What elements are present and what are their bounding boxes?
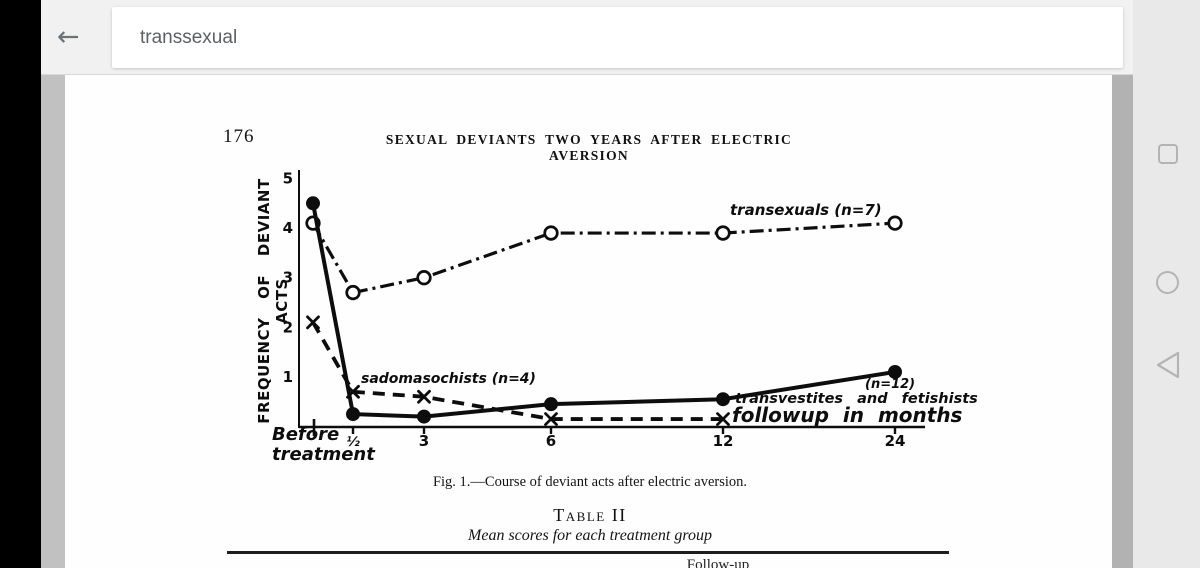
back-triangle-icon	[1156, 351, 1180, 379]
x-tick-label: 3	[419, 432, 429, 450]
x-marker	[716, 412, 730, 426]
filled-circle-marker	[346, 407, 360, 422]
y-tick-label: 3	[283, 269, 293, 287]
series-label-transexuals: transexuals (n=7)	[730, 201, 882, 219]
x-marker	[417, 389, 431, 404]
x-tick-label: 12	[713, 432, 734, 450]
y-tick-label: 4	[283, 219, 293, 237]
left-letterbox	[0, 0, 41, 568]
search-input[interactable]	[112, 7, 1123, 68]
open-circle-marker	[543, 225, 559, 241]
y-tick-label: 1	[283, 368, 293, 386]
filled-circle-marker	[417, 409, 431, 424]
x-marker	[544, 412, 558, 426]
filled-circle-marker	[716, 392, 730, 407]
home-button[interactable]	[1133, 271, 1200, 319]
home-circle-icon	[1156, 271, 1179, 294]
open-circle-marker	[345, 284, 361, 301]
x-tick-label-before-treatment: Before treatment	[272, 424, 375, 465]
table-column-header-followup: Follow-up	[686, 557, 750, 568]
document-viewer[interactable]: 176 SEXUAL DEVIANTS TWO YEARS AFTER ELEC…	[41, 75, 1133, 568]
table-top-rule	[227, 551, 949, 554]
y-tick-label: 5	[283, 170, 293, 188]
recents-button[interactable]	[1133, 144, 1200, 192]
filled-circle-marker	[306, 196, 320, 211]
x-tick-label: ½	[346, 435, 360, 450]
paper-page: 176 SEXUAL DEVIANTS TWO YEARS AFTER ELEC…	[65, 75, 1112, 568]
x-marker	[346, 384, 360, 399]
figure-caption: Fig. 1.—Course of deviant acts after ele…	[432, 474, 748, 490]
open-circle-marker	[887, 215, 903, 231]
recents-square-icon	[1158, 144, 1178, 164]
filled-circle-marker	[888, 364, 902, 379]
open-circle-marker	[715, 225, 731, 241]
series-line-open-circle	[311, 221, 896, 295]
android-nav-bar	[1133, 0, 1200, 568]
open-circle-marker	[416, 270, 432, 286]
x-tick-label: 24	[885, 432, 906, 450]
scrollbar[interactable]	[1112, 75, 1133, 568]
page-number: 176	[223, 126, 255, 147]
series-label-transvestites: transvestites and fetishists	[735, 391, 978, 407]
y-tick-label: 2	[283, 318, 293, 336]
filled-circle-marker	[544, 397, 558, 412]
table-title: Table II	[553, 505, 627, 525]
x-tick-label: 6	[546, 432, 556, 450]
back-arrow-icon[interactable]: ←	[57, 21, 80, 53]
table-subtitle: Mean scores for each treatment group	[468, 527, 712, 544]
x-marker	[306, 315, 320, 330]
search-bar[interactable]	[112, 7, 1123, 68]
series-label-sadomasochists: sadomasochists (n=4)	[361, 371, 536, 387]
running-title: SEXUAL DEVIANTS TWO YEARS AFTER ELECTRIC…	[385, 132, 793, 163]
x-axis-annotation-followup: followup in months	[732, 403, 963, 427]
series-label-n12: (n=12)	[865, 377, 916, 392]
browser-top-bar: ←	[41, 0, 1133, 75]
back-nav-button[interactable]	[1133, 350, 1200, 398]
